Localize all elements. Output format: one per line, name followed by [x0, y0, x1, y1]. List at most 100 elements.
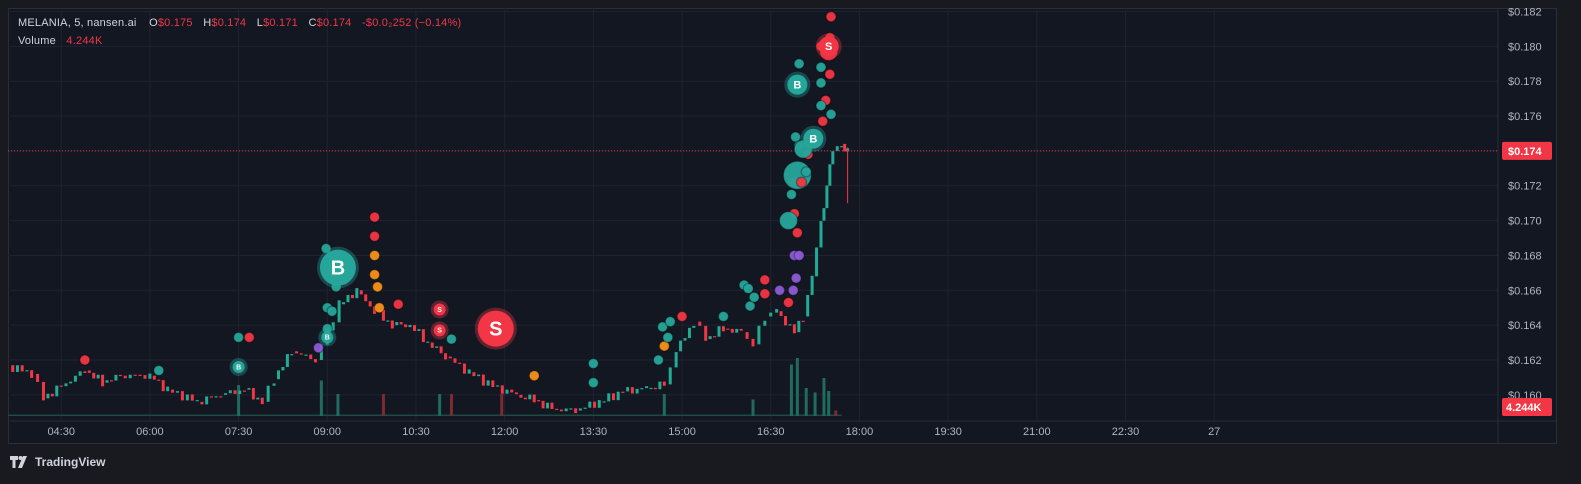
trade-marker[interactable]: [664, 316, 676, 328]
buy-marker[interactable]: [787, 74, 808, 95]
trade-marker[interactable]: [742, 282, 754, 295]
trade-marker[interactable]: [587, 377, 599, 389]
trade-marker[interactable]: [320, 242, 332, 255]
trade-marker[interactable]: [652, 354, 664, 366]
price-axis: $0.182 $0.180 $0.178 $0.176 $0.174 $0.172 $0.1…: [1502, 8, 1552, 416]
trade-markers: B B B B B S S S S: [79, 11, 842, 389]
trade-marker[interactable]: [371, 281, 384, 293]
sell-marker[interactable]: [818, 36, 839, 57]
trade-marker[interactable]: [789, 131, 802, 143]
volume-bar: [336, 394, 340, 416]
trade-marker[interactable]: [785, 188, 798, 201]
trade-marker[interactable]: [528, 370, 540, 382]
trade-marker[interactable]: [368, 269, 381, 281]
volume-label[interactable]: Volume: [18, 35, 56, 47]
candle: [435, 346, 439, 348]
price-tick-label: $0.182: [1508, 8, 1542, 18]
trade-marker[interactable]: [793, 249, 805, 262]
trade-marker[interactable]: [787, 284, 799, 296]
trade-marker[interactable]: [774, 284, 786, 296]
trade-marker[interactable]: [800, 166, 812, 178]
trade-marker[interactable]: [392, 298, 404, 310]
candle: [569, 408, 573, 410]
candle: [101, 374, 105, 387]
candle: [801, 320, 805, 323]
trade-marker[interactable]: [717, 310, 730, 323]
candle: [769, 312, 773, 317]
trade-marker[interactable]: [232, 331, 245, 343]
trade-marker[interactable]: [656, 321, 669, 333]
buy-marker[interactable]: [319, 249, 356, 286]
candle: [713, 336, 717, 338]
candle: [472, 372, 476, 377]
time-tick-label: 15:00: [668, 426, 696, 438]
sell-marker[interactable]: [433, 303, 446, 316]
trade-marker[interactable]: [243, 331, 255, 343]
candle: [175, 391, 179, 393]
candle: [143, 375, 147, 379]
trade-marker[interactable]: [759, 288, 771, 300]
candle: [190, 394, 194, 401]
candle: [50, 393, 54, 397]
candle: [835, 146, 839, 151]
trade-marker[interactable]: [782, 296, 795, 309]
candle: [15, 365, 19, 372]
candle: [285, 354, 289, 368]
volume-bar: [789, 364, 793, 416]
trade-marker[interactable]: [824, 68, 836, 80]
buy-marker[interactable]: [321, 331, 334, 344]
trade-marker[interactable]: [795, 176, 808, 188]
trade-marker[interactable]: [825, 11, 837, 23]
trade-marker[interactable]: [587, 357, 599, 370]
trade-marker[interactable]: [368, 230, 381, 242]
trade-marker[interactable]: [825, 108, 837, 120]
trade-marker[interactable]: [759, 274, 771, 286]
buy-marker[interactable]: [232, 360, 245, 373]
trade-marker[interactable]: [793, 58, 805, 70]
trade-marker[interactable]: [79, 354, 91, 366]
trade-marker[interactable]: [744, 300, 756, 312]
trade-marker[interactable]: [368, 211, 381, 223]
candle: [180, 391, 184, 401]
trade-marker[interactable]: [373, 302, 385, 314]
trade-marker[interactable]: [748, 291, 760, 303]
candle: [649, 387, 653, 390]
trade-marker[interactable]: [445, 333, 458, 345]
trade-marker[interactable]: [662, 331, 674, 343]
trade-marker[interactable]: [817, 115, 829, 127]
trade-marker[interactable]: [368, 249, 381, 262]
trade-marker[interactable]: [326, 305, 338, 317]
trade-marker[interactable]: [790, 272, 802, 284]
trade-marker[interactable]: [676, 310, 688, 323]
candle: [166, 386, 170, 392]
price-tick-label: $0.180: [1508, 41, 1542, 53]
trade-marker[interactable]: [815, 77, 827, 89]
candle: [373, 306, 377, 314]
volume-bar: [449, 394, 453, 416]
high-label: H: [203, 17, 212, 29]
sell-marker[interactable]: [477, 310, 514, 347]
trade-marker[interactable]: [815, 61, 827, 73]
candle: [381, 309, 385, 321]
trade-marker[interactable]: [312, 342, 325, 354]
tradingview-branding[interactable]: TradingView: [10, 455, 105, 469]
candle: [491, 380, 495, 388]
symbol-title[interactable]: MELANIA, 5, nansen.ai: [18, 17, 137, 29]
candle: [133, 374, 137, 376]
candle: [290, 354, 294, 356]
candle: [500, 385, 504, 394]
sell-marker[interactable]: [433, 324, 446, 337]
trade-marker[interactable]: [791, 227, 803, 239]
open-value: $0.175: [157, 17, 193, 29]
trade-marker[interactable]: [815, 99, 827, 112]
trade-marker[interactable]: [778, 210, 799, 231]
candle: [439, 346, 443, 354]
candle: [593, 401, 597, 408]
time-tick-label: 18:00: [846, 426, 874, 438]
candle: [550, 402, 554, 410]
buy-marker[interactable]: [803, 128, 824, 149]
trade-marker[interactable]: [658, 340, 670, 352]
price-chart[interactable]: B B B B B S S S S $0.182 $0.180 $0.178 $0.176 $0.174…: [8, 8, 1557, 444]
trade-marker[interactable]: [153, 364, 165, 377]
candle: [797, 320, 801, 333]
